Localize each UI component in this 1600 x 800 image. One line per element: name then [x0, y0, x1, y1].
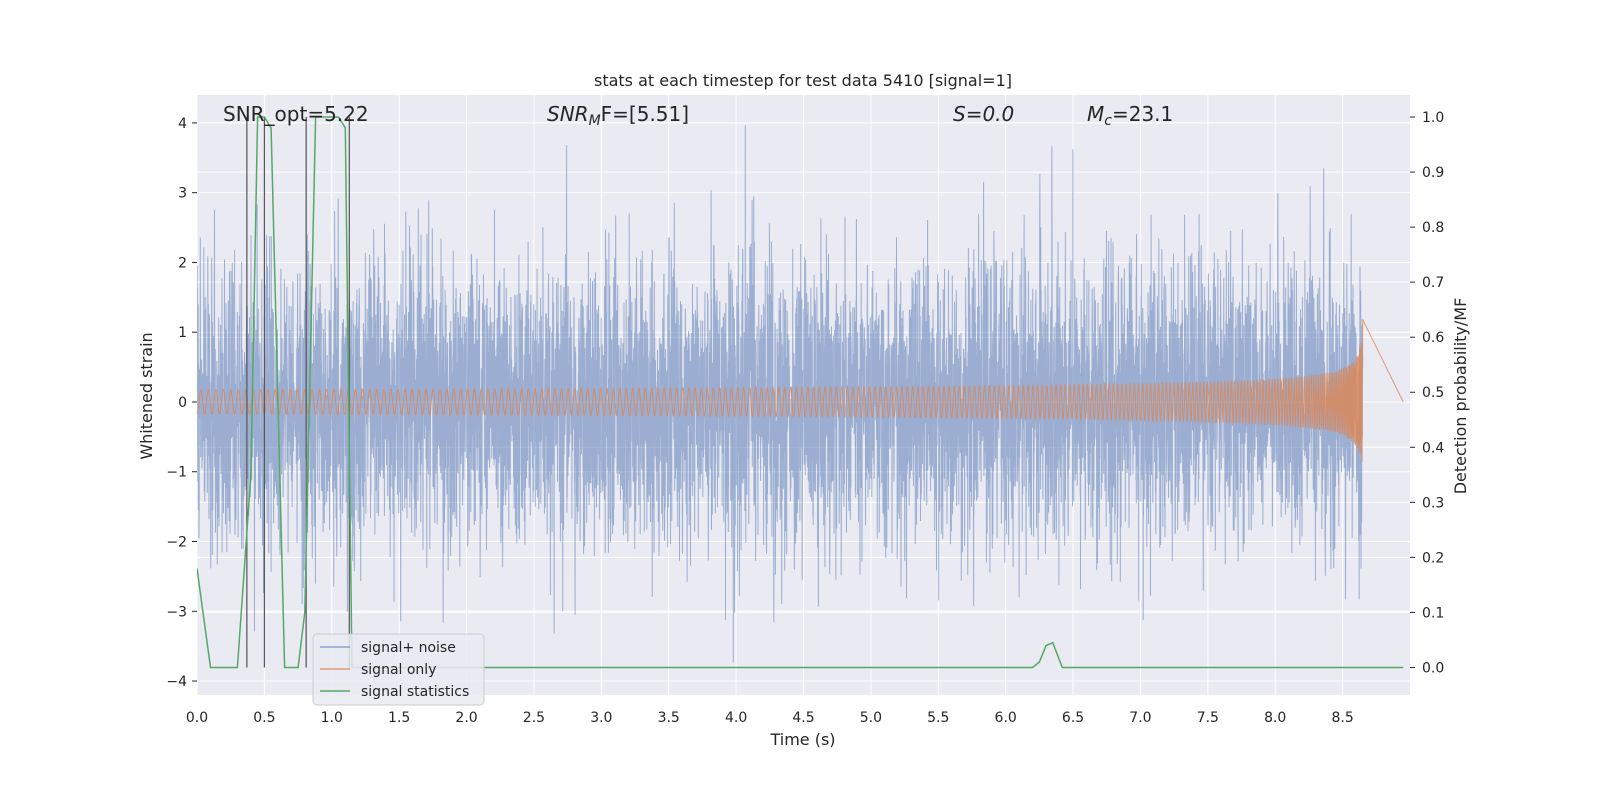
- x-tick-label: 7.0: [1129, 710, 1151, 726]
- snr-mf-main: SNR: [547, 102, 589, 126]
- y-tick-label: −4: [166, 674, 187, 690]
- snr-mf-rest: F=[5.51]: [601, 102, 689, 126]
- x-tick-label: 8.5: [1331, 710, 1353, 726]
- x-tick-label: 5.0: [860, 710, 882, 726]
- snr-mf-sub: M: [589, 113, 601, 129]
- x-tick-label: 6.0: [995, 710, 1017, 726]
- y-right-tick-label: 0.4: [1422, 440, 1444, 456]
- y-tick-label: 2: [178, 255, 187, 271]
- legend-label-noise: signal+ noise: [361, 640, 456, 656]
- y-right-tick-label: 0.6: [1422, 330, 1444, 346]
- y-right-tick-label: 0.0: [1422, 660, 1444, 676]
- signal-series-line: [197, 319, 1404, 463]
- y-axis-label: Whitened strain: [137, 332, 156, 459]
- snr-opt-annotation: SNR_opt=5.22: [223, 102, 369, 126]
- y-right-tick-label: 0.8: [1422, 220, 1444, 236]
- noise-series-line: [197, 125, 1364, 663]
- mc-main: M: [1087, 102, 1104, 126]
- x-tick-label: 4.5: [792, 710, 814, 726]
- y-right-tick-label: 0.5: [1422, 385, 1444, 401]
- y-tick-label: −3: [166, 604, 187, 620]
- x-tick-label: 2.5: [523, 710, 545, 726]
- chart-title: stats at each timestep for test data 541…: [594, 71, 1012, 90]
- x-tick-label: 5.5: [927, 710, 949, 726]
- y-right-tick-label: 0.1: [1422, 605, 1444, 621]
- stats-series-line: [197, 116, 1404, 669]
- legend-label-stats: signal statistics: [361, 684, 469, 700]
- mc-sub: c: [1104, 113, 1112, 129]
- legend-label-signal: signal only: [361, 662, 436, 678]
- y-right-tick-label: 0.3: [1422, 495, 1444, 511]
- s-annotation: S=0.0: [953, 102, 1014, 126]
- legend: signal+ noise signal only signal statist…: [312, 633, 485, 706]
- x-tick-label: 2.0: [455, 710, 477, 726]
- y-right-axis-label: Detection probability/MF: [1451, 298, 1470, 495]
- y-tick-label: 3: [178, 186, 187, 202]
- mc-annotation: Mc=23.1: [1087, 102, 1173, 129]
- x-tick-label: 6.5: [1062, 710, 1084, 726]
- y-tick-label: −2: [166, 535, 187, 551]
- y-tick-label: 0: [178, 395, 187, 411]
- y-right-tick-label: 0.2: [1422, 550, 1444, 566]
- legend-box: [312, 633, 485, 706]
- x-tick-label: 4.0: [725, 710, 747, 726]
- y-tick-label: −1: [166, 465, 187, 481]
- x-tick-label: 1.0: [321, 710, 343, 726]
- y-tick-label: 1: [178, 325, 187, 341]
- x-tick-label: 0.0: [186, 710, 208, 726]
- x-tick-label: 0.5: [253, 710, 275, 726]
- x-tick-label: 8.0: [1264, 710, 1286, 726]
- mc-rest: =23.1: [1112, 102, 1173, 126]
- y-tick-label: 4: [178, 116, 187, 132]
- x-tick-label: 3.0: [590, 710, 612, 726]
- snr-mf-annotation: SNRMF=[5.51]: [547, 102, 689, 129]
- y-right-tick-label: 1.0: [1422, 110, 1444, 126]
- y-right-tick-label: 0.9: [1422, 165, 1444, 181]
- x-tick-label: 1.5: [388, 710, 410, 726]
- x-tick-label: 3.5: [658, 710, 680, 726]
- x-tick-label: 7.5: [1197, 710, 1219, 726]
- y-right-tick-label: 0.7: [1422, 275, 1444, 291]
- axis-ticks: 0.0 0.5 1.0 1.5 2.0 2.5 3.0 3.5 4.0 4.5 5.0 5.5 6.0 6…: [166, 110, 1444, 726]
- x-axis-label: Time (s): [769, 730, 835, 749]
